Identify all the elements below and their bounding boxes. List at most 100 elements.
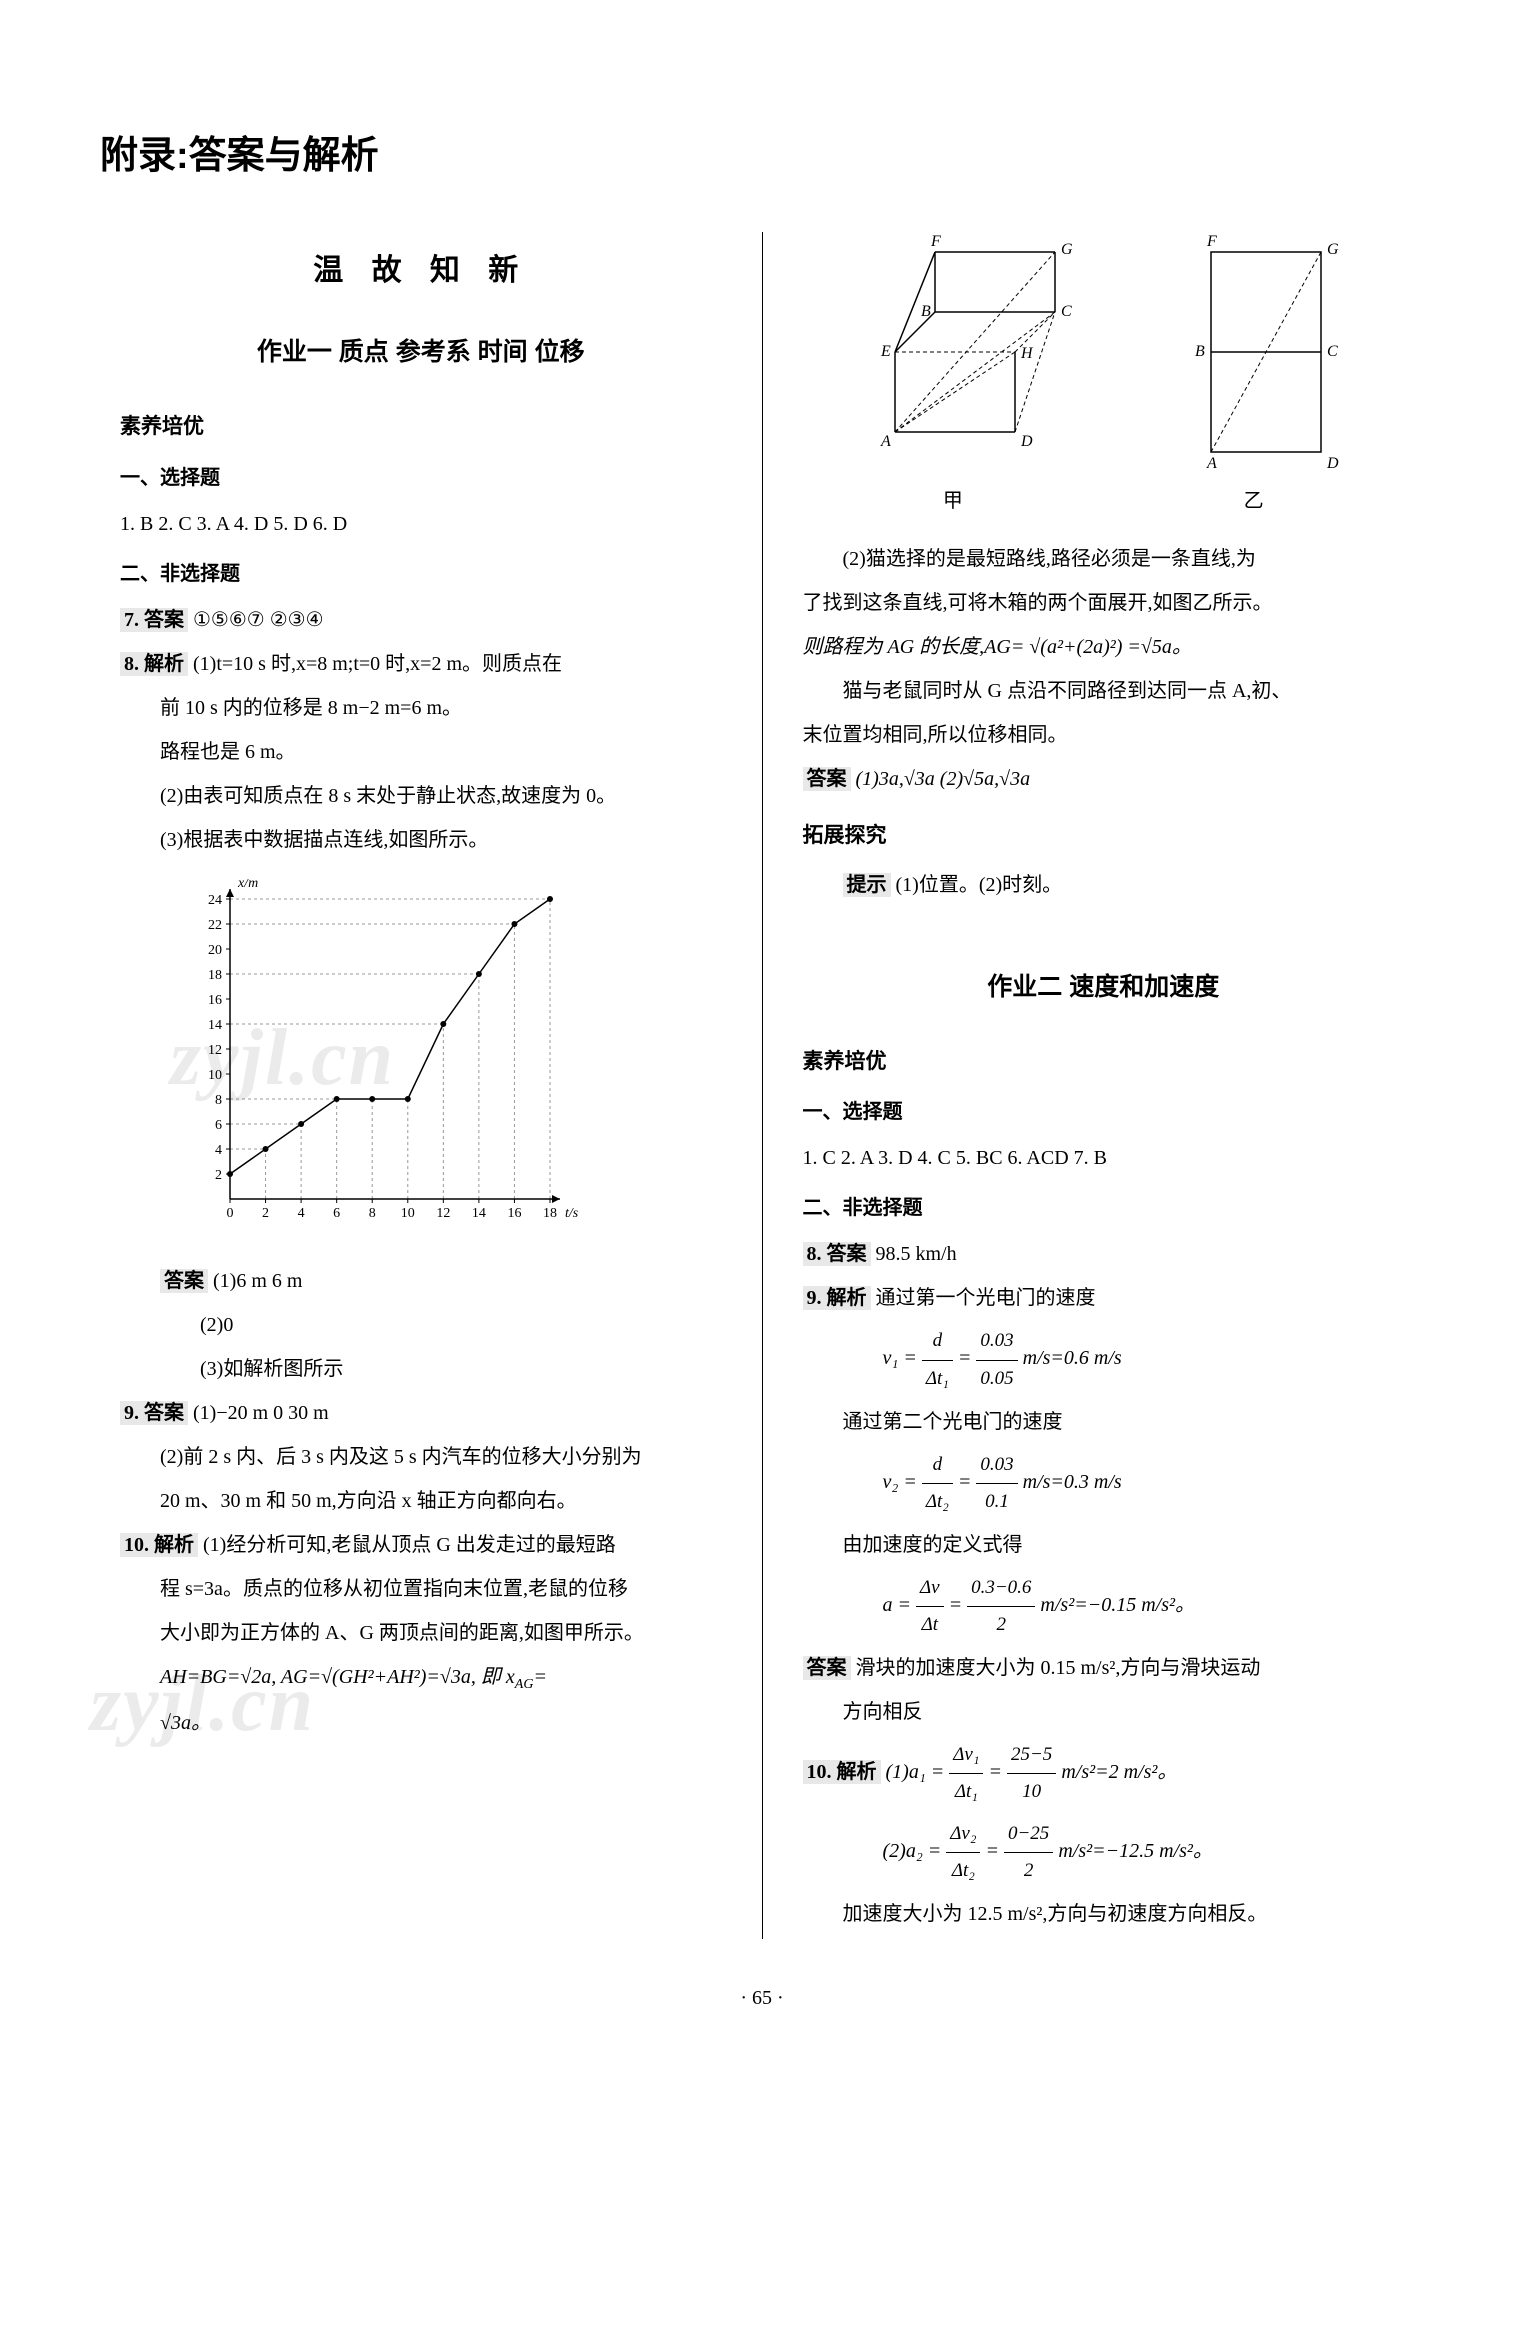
frac-num: 0.03	[976, 1323, 1017, 1360]
svg-text:G: G	[1061, 241, 1073, 258]
svg-text:C: C	[1061, 303, 1072, 320]
frac-den: Δt	[916, 1607, 944, 1643]
q9b: 9. 解析 通过第一个光电门的速度	[803, 1279, 1405, 1317]
diagram-jia: ABCDEFGH	[855, 232, 1075, 452]
q10b-label: 10. 解析	[803, 1760, 881, 1784]
q10-label: 10. 解析	[120, 1533, 198, 1557]
left-column: 温 故 知 新 作业一 质点 参考系 时间 位移 素养培优 一、选择题 1. B…	[100, 232, 763, 1939]
svg-text:10: 10	[208, 1068, 222, 1083]
right-column: ABCDEFGH FGBCAD 甲 乙 (2)猫选择的是最短路线,路径必须是一条…	[763, 232, 1425, 1939]
q9-text-2b: 20 m、30 m 和 50 m,方向沿 x 轴正方向都向右。	[120, 1482, 722, 1520]
frac-num: Δv₂	[946, 1816, 980, 1853]
q9b-label: 9. 解析	[803, 1286, 871, 1310]
page-title: 附录:答案与解析	[100, 120, 1424, 192]
r-ans: (1)3a,√3a (2)√5a,√3a	[856, 768, 1031, 790]
q9b-text-2: 通过第二个光电门的速度	[803, 1403, 1405, 1441]
svg-text:H: H	[1020, 345, 1034, 362]
page-number: · 65 ·	[100, 1979, 1424, 2017]
mcq-answers-1: 1. B 2. C 3. A 4. D 5. D 6. D	[120, 505, 722, 543]
label-jia: 甲	[943, 482, 963, 520]
heading-suyangpeiyou: 素养培优	[120, 407, 722, 447]
svg-text:B: B	[1195, 343, 1205, 360]
frac-num: 0.3−0.6	[967, 1570, 1035, 1607]
svg-text:6: 6	[215, 1118, 222, 1133]
q9b-ans: 滑块的加速度大小为 0.15 m/s²,方向与滑块运动	[856, 1657, 1261, 1679]
svg-text:20: 20	[208, 943, 222, 958]
r-p2: 猫与老鼠同时从 G 点沿不同路径到达同一点 A,初、	[803, 672, 1405, 710]
svg-text:24: 24	[208, 893, 222, 908]
q9b-eq3: a = ΔvΔt = 0.3−0.62 m/s²=−0.15 m/s²。	[803, 1570, 1405, 1643]
svg-text:A: A	[880, 433, 891, 450]
svg-text:0: 0	[227, 1206, 234, 1221]
svg-text:10: 10	[401, 1206, 415, 1221]
svg-text:12: 12	[436, 1206, 450, 1221]
q8-text-1b: 前 10 s 内的位移是 8 m−2 m=6 m。	[120, 689, 722, 727]
mcq-answers-2: 1. C 2. A 3. D 4. C 5. BC 6. ACD 7. B	[803, 1139, 1405, 1177]
q10-text-1b: 程 s=3a。质点的位移从初位置指向末位置,老鼠的位移	[120, 1570, 722, 1608]
q9-label: 9. 答案	[120, 1401, 188, 1425]
frac-num: d	[922, 1323, 953, 1360]
q9b-text-1: 通过第一个光电门的速度	[876, 1287, 1096, 1309]
q10-text-1d: AH=BG=√2a, AG=√(GH²+AH²)=√3a, 即 xAG=	[120, 1658, 722, 1699]
q9b-eq2: v₂ = dΔt₂ = 0.030.1 m/s=0.3 m/s	[803, 1447, 1405, 1520]
svg-text:16: 16	[507, 1206, 521, 1221]
r-ans-label: 答案	[803, 767, 851, 791]
q8b-label: 8. 答案	[803, 1242, 871, 1266]
q9: 9. 答案 (1)−20 m 0 30 m	[120, 1394, 722, 1432]
q9b-eq1-pre: v₁ =	[883, 1348, 922, 1370]
q9b-eq1: v₁ = dΔt₁ = 0.030.05 m/s=0.6 m/s	[803, 1323, 1405, 1396]
q8-text-1: (1)t=10 s 时,x=8 m;t=0 时,x=2 m。则质点在	[193, 653, 562, 675]
q9b-eq1-post: m/s=0.6 m/s	[1023, 1348, 1122, 1370]
q10b-eq1: (1)a₁ = Δv₁Δt₁ = 25−510 m/s²=2 m/s²。	[886, 1761, 1178, 1783]
svg-text:14: 14	[472, 1206, 486, 1221]
heading-choice: 一、选择题	[120, 459, 722, 497]
r-p1c: 则路程为 AG 的长度,AG= √(a²+(2a)²) =√5a。	[803, 628, 1405, 666]
q10-text-1: (1)经分析可知,老鼠从顶点 G 出发走过的最短路	[203, 1534, 616, 1556]
frac-den: Δt₁	[949, 1774, 983, 1810]
q9b-eq3-post: m/s²=−0.15 m/s²。	[1040, 1594, 1195, 1616]
heading-choice-2: 一、选择题	[803, 1093, 1405, 1131]
heading-tuozhan: 拓展探究	[803, 816, 1405, 856]
frac-den: Δt₂	[922, 1484, 953, 1520]
q10b-2-pre: (2)a₂ =	[883, 1840, 947, 1862]
svg-text:2: 2	[262, 1206, 269, 1221]
q10: 10. 解析 (1)经分析可知,老鼠从顶点 G 出发走过的最短路	[120, 1526, 722, 1564]
svg-text:E: E	[880, 343, 891, 360]
q7-answer: ①⑤⑥⑦ ②③④	[193, 609, 324, 631]
svg-text:8: 8	[215, 1093, 222, 1108]
frac-den: 10	[1007, 1774, 1056, 1810]
svg-text:C: C	[1327, 343, 1338, 360]
q8-text-3: (3)根据表中数据描点连线,如图所示。	[120, 821, 722, 859]
r-p1b: 了找到这条直线,可将木箱的两个面展开,如图乙所示。	[803, 584, 1405, 622]
svg-text:18: 18	[543, 1206, 557, 1221]
svg-text:8: 8	[369, 1206, 376, 1221]
q9b-eq2-post: m/s=0.3 m/s	[1023, 1471, 1122, 1493]
svg-text:4: 4	[215, 1143, 222, 1158]
svg-text:12: 12	[208, 1043, 222, 1058]
line-chart: 02468101214161824681012141618202224t/sx/…	[120, 879, 722, 1242]
q8-ans-label: 答案	[160, 1269, 208, 1293]
q8b-answer: 98.5 km/h	[876, 1243, 957, 1265]
q10-text-1c: 大小即为正方体的 A、G 两顶点间的距离,如图甲所示。	[120, 1614, 722, 1652]
svg-text:2: 2	[215, 1168, 222, 1183]
svg-text:18: 18	[208, 968, 222, 983]
q9b-eq3-pre: a =	[883, 1594, 917, 1616]
q10-text-1e: √3a。	[120, 1704, 722, 1742]
r-ans-row: 答案 (1)3a,√3a (2)√5a,√3a	[803, 760, 1405, 798]
heading-nonchoice-2: 二、非选择题	[803, 1189, 1405, 1227]
svg-text:A: A	[1206, 455, 1217, 472]
frac-den: 2	[1004, 1853, 1053, 1889]
r-tishi: (1)位置。(2)时刻。	[896, 874, 1063, 896]
diagram-row: ABCDEFGH FGBCAD	[803, 232, 1405, 472]
q8-label: 8. 解析	[120, 652, 188, 676]
diagram-labels: 甲 乙	[803, 482, 1405, 520]
q10-1d-suffix: =	[533, 1666, 547, 1688]
frac-num: 0.03	[976, 1447, 1017, 1484]
q9b-eq2-pre: v₂ =	[883, 1471, 922, 1493]
q8: 8. 解析 (1)t=10 s 时,x=8 m;t=0 时,x=2 m。则质点在	[120, 645, 722, 683]
q10-1d-sub: AG	[515, 1677, 534, 1692]
svg-text:D: D	[1020, 433, 1033, 450]
q8-text-1c: 路程也是 6 m。	[120, 733, 722, 771]
frac-num: 0−25	[1004, 1816, 1053, 1853]
q10b-eq2: (2)a₂ = Δv₂Δt₂ = 0−252 m/s²=−12.5 m/s²。	[803, 1816, 1405, 1889]
